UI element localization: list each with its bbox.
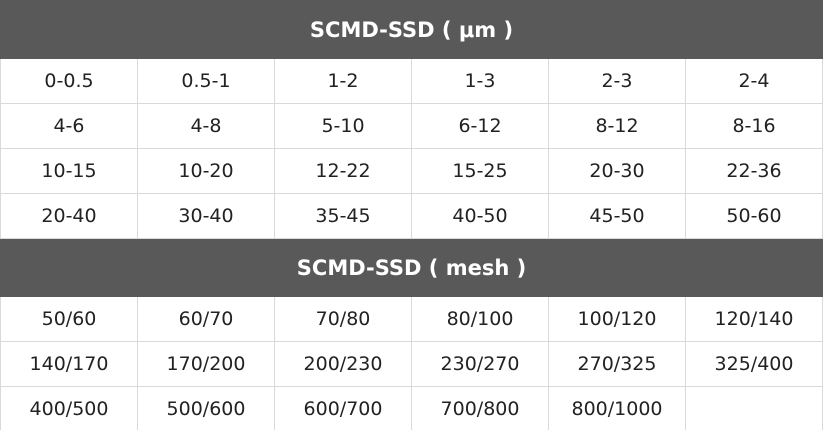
table-cell: 270/325 xyxy=(548,341,686,387)
table-row: 0-0.5 0.5-1 1-2 1-3 2-3 2-4 xyxy=(0,58,823,104)
table-cell: 40-50 xyxy=(411,193,549,239)
table-cell: 700/800 xyxy=(411,386,549,430)
table-row: 10-15 10-20 12-22 15-25 20-30 22-36 xyxy=(0,148,823,194)
table-cell: 120/140 xyxy=(685,296,823,342)
header-row: SCMD-SSD ( mesh ) xyxy=(0,238,823,297)
table-row: 4-6 4-8 5-10 6-12 8-12 8-16 xyxy=(0,103,823,149)
table-cell: 600/700 xyxy=(274,386,412,430)
table-cell: 5-10 xyxy=(274,103,412,149)
table-cell: 1-2 xyxy=(274,58,412,104)
table-cell: 400/500 xyxy=(0,386,138,430)
section-title: SCMD-SSD ( μm ) xyxy=(0,0,823,59)
table-row: 50/60 60/70 70/80 80/100 100/120 120/140 xyxy=(0,296,823,342)
header-row: SCMD-SSD ( μm ) xyxy=(0,0,823,59)
table-cell: 50/60 xyxy=(0,296,138,342)
table-cell: 10-20 xyxy=(137,148,275,194)
table-cell: 4-6 xyxy=(0,103,138,149)
table-cell: 15-25 xyxy=(411,148,549,194)
table-cell: 6-12 xyxy=(411,103,549,149)
table-cell: 8-12 xyxy=(548,103,686,149)
table-cell: 230/270 xyxy=(411,341,549,387)
table-cell: 20-30 xyxy=(548,148,686,194)
table-cell: 22-36 xyxy=(685,148,823,194)
table-cell: 20-40 xyxy=(0,193,138,239)
table-cell: 325/400 xyxy=(685,341,823,387)
table-cell: 70/80 xyxy=(274,296,412,342)
table-cell: 80/100 xyxy=(411,296,549,342)
table-cell: 100/120 xyxy=(548,296,686,342)
table-cell: 60/70 xyxy=(137,296,275,342)
section-title: SCMD-SSD ( mesh ) xyxy=(0,238,823,297)
table-cell: 800/1000 xyxy=(548,386,686,430)
table-cell: 0.5-1 xyxy=(137,58,275,104)
table-cell: 4-8 xyxy=(137,103,275,149)
table-row: 400/500 500/600 600/700 700/800 800/1000 xyxy=(0,386,823,430)
table-cell: 2-4 xyxy=(685,58,823,104)
table-cell: 12-22 xyxy=(274,148,412,194)
table-cell: 200/230 xyxy=(274,341,412,387)
table-cell: 50-60 xyxy=(685,193,823,239)
table-cell: 1-3 xyxy=(411,58,549,104)
table-row: 20-40 30-40 35-45 40-50 45-50 50-60 xyxy=(0,193,823,239)
table-cell: 170/200 xyxy=(137,341,275,387)
table-cell: 35-45 xyxy=(274,193,412,239)
empty-cell xyxy=(685,386,823,430)
table-row: 140/170 170/200 200/230 230/270 270/325 325/4… xyxy=(0,341,823,387)
table-cell: 140/170 xyxy=(0,341,138,387)
table-cell: 2-3 xyxy=(548,58,686,104)
table-cell: 8-16 xyxy=(685,103,823,149)
table-cell: 45-50 xyxy=(548,193,686,239)
table-cell: 500/600 xyxy=(137,386,275,430)
table-cell: 30-40 xyxy=(137,193,275,239)
table-cell: 0-0.5 xyxy=(0,58,138,104)
table-cell: 10-15 xyxy=(0,148,138,194)
